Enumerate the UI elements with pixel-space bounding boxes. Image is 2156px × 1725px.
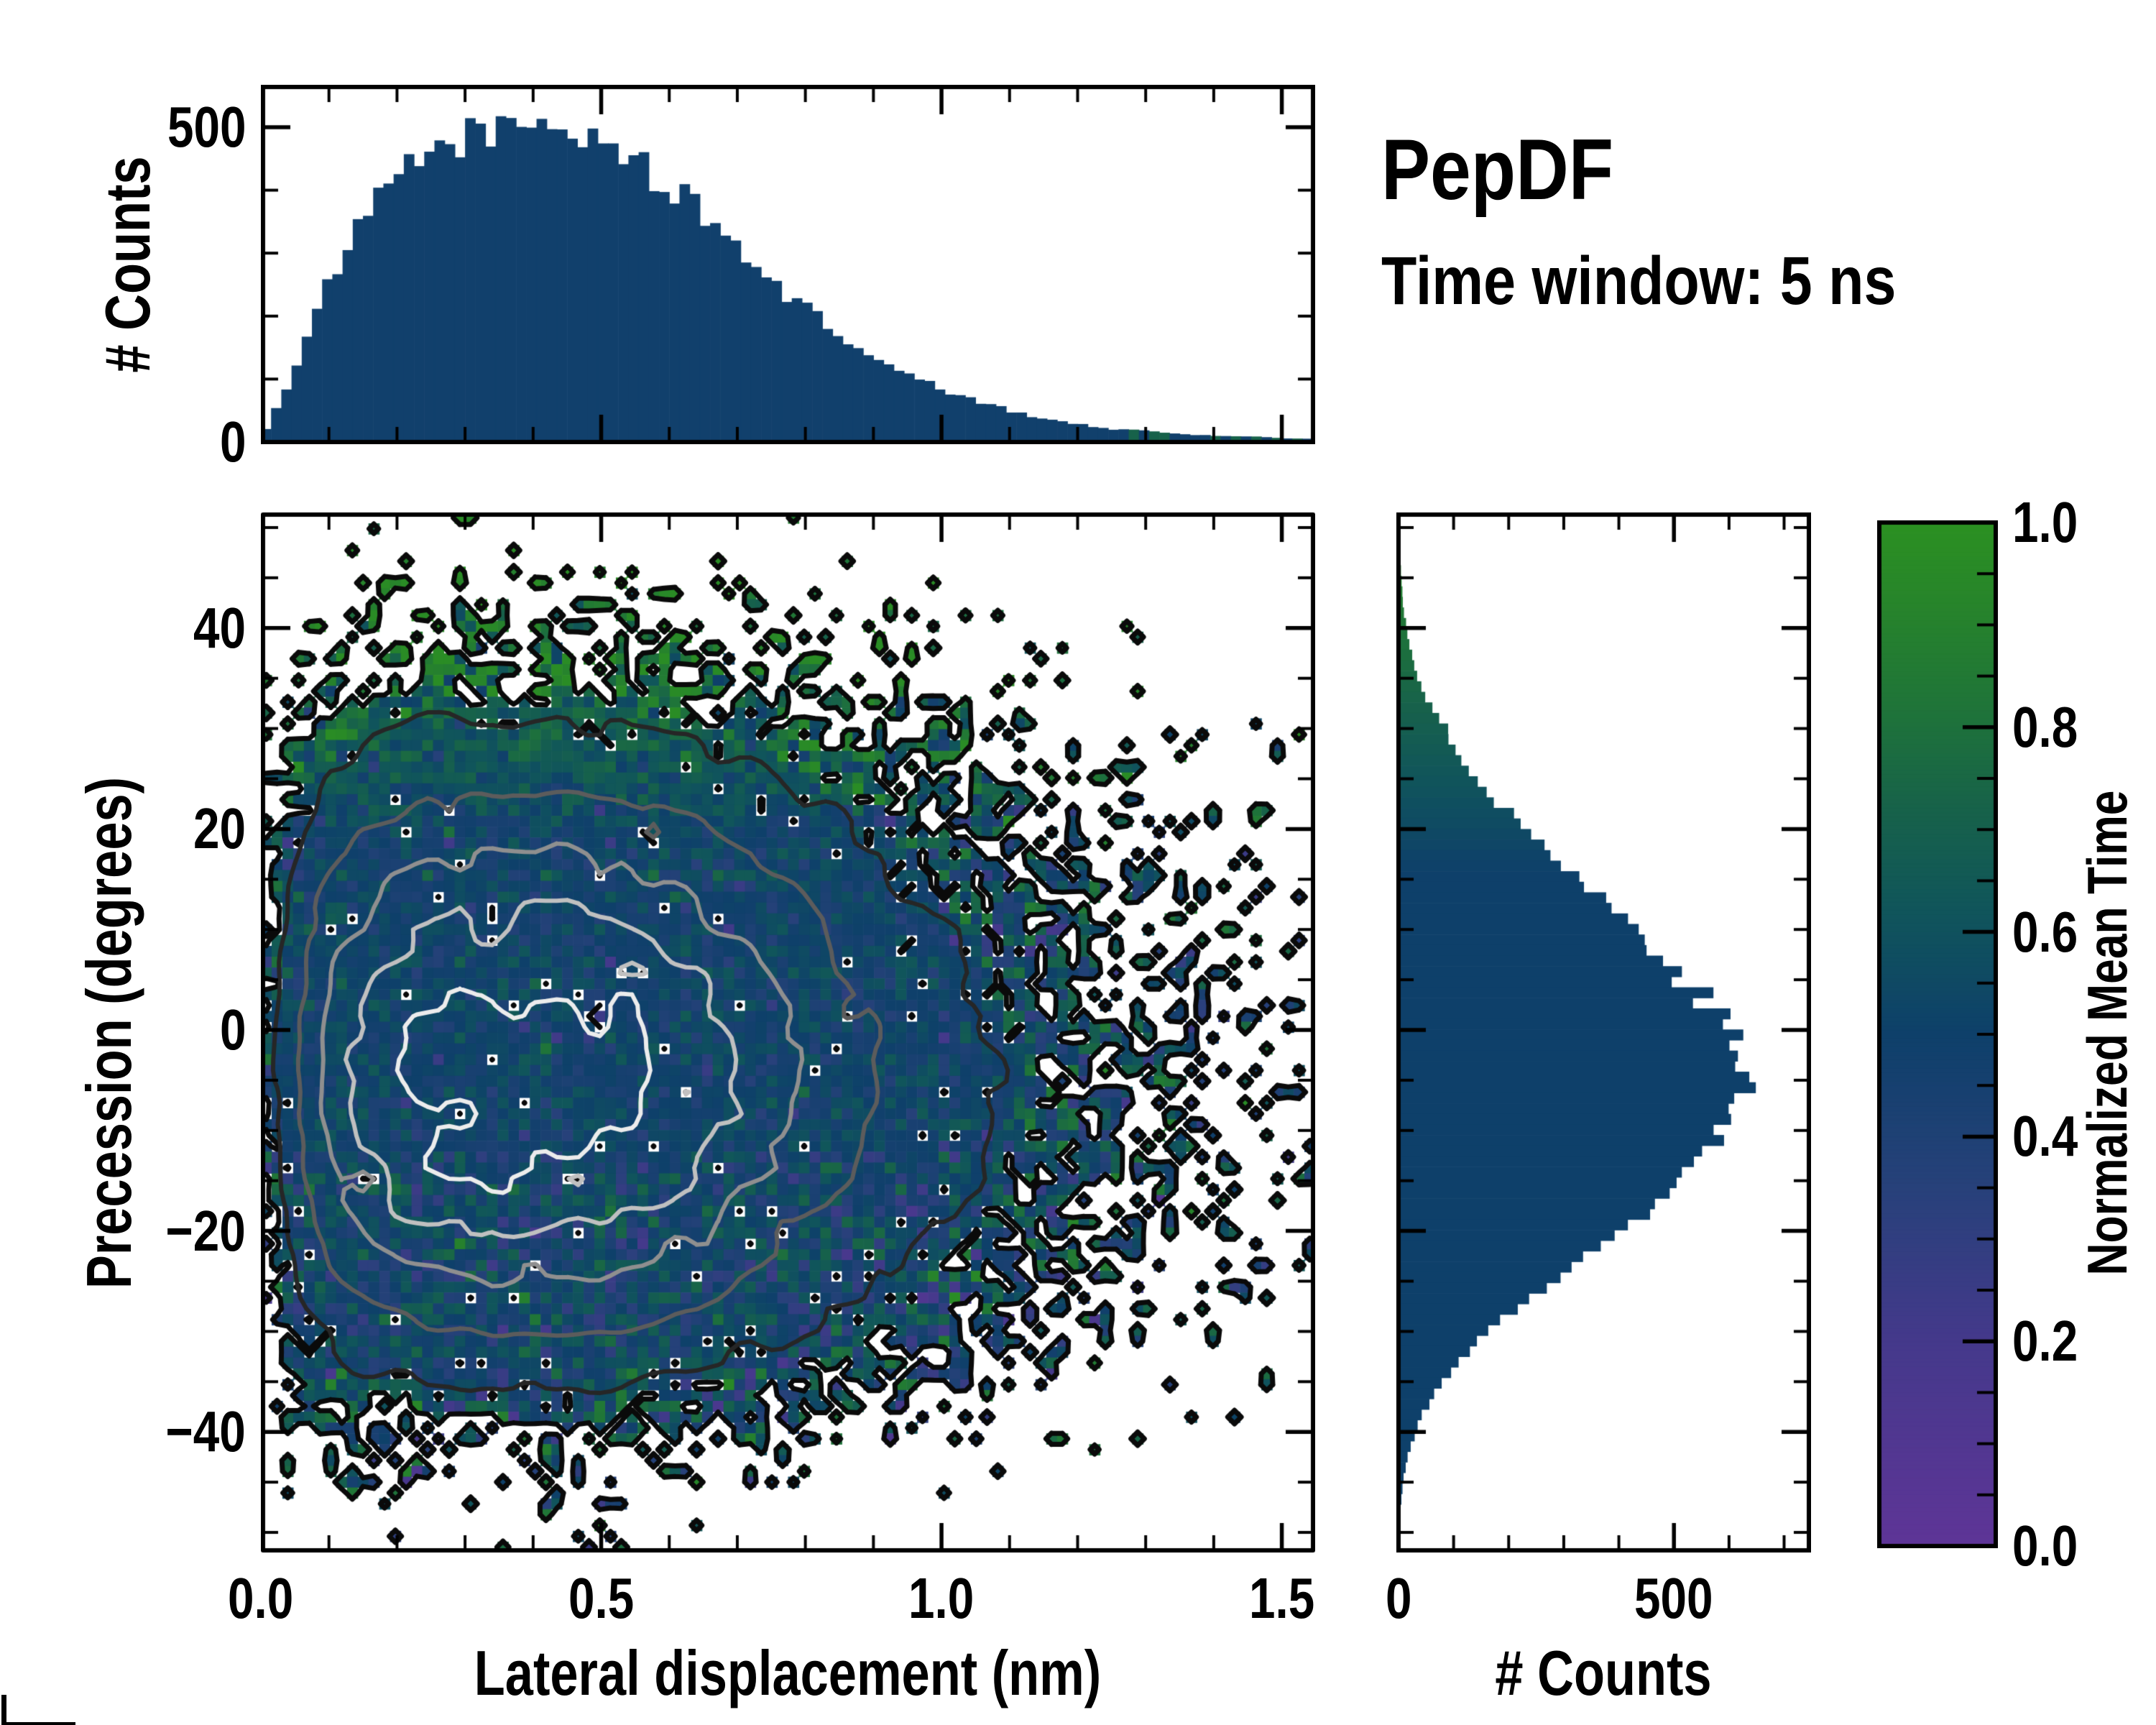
main-x-tick-label: 0.5: [479, 1570, 724, 1627]
main-x-tick-label-text: 1.0: [908, 1566, 975, 1630]
colorbar-tick-label-text: 0.8: [2012, 694, 2078, 759]
right-hist-x-tick-label-text: 500: [1634, 1566, 1713, 1630]
main-x-tick-label-text: 0.0: [228, 1566, 294, 1630]
right-marginal-histogram-canvas: [1396, 512, 1811, 1552]
top-hist-y-axis-label: # Counts: [92, 156, 163, 373]
right-hist-x-tick-label-text: 0: [1385, 1566, 1412, 1630]
colorbar-tick-label-text: 1.0: [2012, 490, 2078, 554]
main-y-tick-label: −40: [30, 1403, 246, 1460]
top-hist-y-tick-label: 500: [30, 98, 246, 156]
plot-subtitle: Time window: 5 ns: [1381, 243, 1897, 319]
colorbar-tick-label-text: 0.4: [2012, 1104, 2078, 1169]
right-hist-x-tick-label: 500: [1552, 1570, 1796, 1627]
colorbar-tick-label-text: 0.2: [2012, 1309, 2078, 1374]
main-y-tick-label-text: −40: [165, 1399, 246, 1464]
main-y-tick-label-text: 20: [193, 796, 246, 861]
main-y-tick-label-text: −20: [165, 1198, 246, 1263]
colorbar-label: Normalized Mean Time: [2076, 790, 2139, 1276]
main-x-tick-label-text: 0.5: [568, 1566, 635, 1630]
main-x-tick-label-text: 1.5: [1248, 1566, 1315, 1630]
main-x-tick-label: 1.5: [1160, 1570, 1404, 1627]
colorbar-tick-label: 0.8: [2012, 694, 2156, 759]
colorbar-tick-label: 0.0: [2012, 1517, 2156, 1575]
top-hist-y-tick-label: 0: [30, 413, 246, 471]
main-x-tick-label: 1.0: [819, 1570, 1064, 1627]
main-y-tick-label: 20: [30, 800, 246, 857]
right-hist-x-axis-label: # Counts: [1495, 1637, 1712, 1708]
top-marginal-histogram-canvas: [261, 85, 1315, 444]
main-y-tick-label: −20: [30, 1202, 246, 1260]
top-hist-y-tick-label-text: 0: [219, 410, 246, 474]
colorbar-canvas: [1877, 520, 1998, 1548]
main-y-tick-label-text: 40: [193, 595, 246, 660]
colorbar-tick-label: 0.6: [2012, 903, 2156, 961]
cropped-axes-corner-artifact: [1, 1695, 75, 1725]
colorbar-tick-label-text: 0.6: [2012, 899, 2078, 964]
right-hist-x-tick-label: 0: [1276, 1570, 1521, 1627]
colorbar-tick-label: 0.2: [2012, 1312, 2156, 1370]
plot-title: PepDF: [1381, 121, 1614, 218]
top-hist-y-tick-label-text: 500: [167, 95, 246, 159]
main-x-axis-label: Lateral displacement (nm): [474, 1637, 1102, 1708]
main-x-tick-label: 0.0: [139, 1570, 383, 1627]
main-y-tick-label: 40: [30, 599, 246, 657]
colorbar-tick-label-text: 0.0: [2012, 1514, 2078, 1578]
main-y-tick-label-text: 0: [219, 998, 246, 1062]
colorbar-tick-label: 1.0: [2012, 494, 2156, 551]
main-heatmap-canvas: [261, 512, 1315, 1552]
colorbar-tick-label: 0.4: [2012, 1108, 2156, 1165]
main-y-tick-label: 0: [30, 1001, 246, 1059]
